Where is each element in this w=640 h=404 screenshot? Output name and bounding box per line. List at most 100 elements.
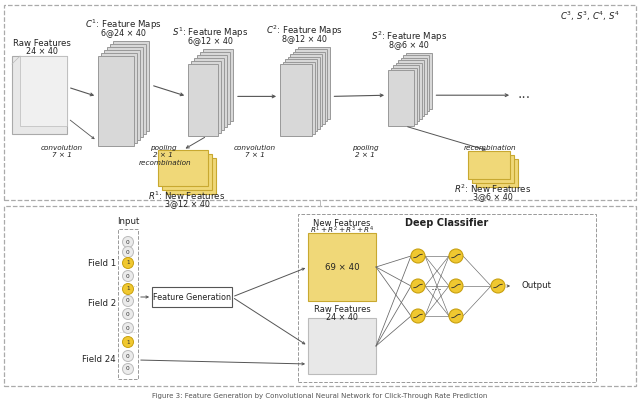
Circle shape — [449, 309, 463, 323]
FancyBboxPatch shape — [298, 46, 330, 118]
Circle shape — [449, 249, 463, 263]
Circle shape — [122, 337, 134, 347]
FancyBboxPatch shape — [101, 53, 137, 143]
FancyBboxPatch shape — [476, 159, 518, 187]
FancyBboxPatch shape — [390, 67, 417, 124]
FancyBboxPatch shape — [197, 55, 227, 127]
Text: $C^2$: Feature Maps: $C^2$: Feature Maps — [266, 23, 342, 38]
Text: 6@24 × 40: 6@24 × 40 — [100, 29, 145, 38]
Text: 2 × 1: 2 × 1 — [153, 152, 173, 158]
FancyBboxPatch shape — [396, 63, 422, 118]
Text: $C^3$, $S^3$, $C^4$, $S^4$: $C^3$, $S^3$, $C^4$, $S^4$ — [560, 9, 620, 23]
FancyBboxPatch shape — [308, 318, 376, 374]
Circle shape — [122, 257, 134, 269]
Text: recombination: recombination — [139, 160, 191, 166]
FancyBboxPatch shape — [393, 65, 419, 121]
FancyBboxPatch shape — [295, 49, 327, 121]
Text: New Features: New Features — [313, 219, 371, 227]
Text: 69 × 40: 69 × 40 — [324, 263, 359, 271]
FancyBboxPatch shape — [104, 50, 140, 140]
Text: 3@6 × 40: 3@6 × 40 — [473, 192, 513, 202]
FancyBboxPatch shape — [12, 56, 67, 134]
Text: 2 × 1: 2 × 1 — [355, 152, 375, 158]
Text: 7 × 1: 7 × 1 — [52, 152, 72, 158]
FancyBboxPatch shape — [308, 233, 376, 301]
Text: $R^1 + R^2 + R^3 + R^4$: $R^1 + R^2 + R^3 + R^4$ — [310, 224, 374, 236]
FancyBboxPatch shape — [113, 41, 149, 131]
Text: Input: Input — [117, 217, 139, 225]
FancyBboxPatch shape — [188, 64, 218, 136]
FancyBboxPatch shape — [166, 158, 216, 194]
FancyBboxPatch shape — [290, 54, 322, 126]
FancyBboxPatch shape — [98, 56, 134, 146]
Text: 0: 0 — [126, 326, 130, 330]
Text: Figure 3: Feature Generation by Convolutional Neural Network for Click-Through R: Figure 3: Feature Generation by Convolut… — [152, 393, 488, 399]
Text: 3@12 × 40: 3@12 × 40 — [164, 200, 209, 208]
Circle shape — [411, 249, 425, 263]
FancyBboxPatch shape — [203, 49, 233, 121]
Circle shape — [411, 279, 425, 293]
Text: recombination: recombination — [464, 145, 516, 151]
Text: Field 24: Field 24 — [83, 356, 116, 364]
Circle shape — [449, 279, 463, 293]
FancyBboxPatch shape — [406, 53, 431, 109]
Text: 0: 0 — [126, 299, 130, 303]
Text: $C^1$: Feature Maps: $C^1$: Feature Maps — [84, 18, 161, 32]
Text: 24 × 40: 24 × 40 — [26, 48, 58, 57]
Text: 0: 0 — [126, 250, 130, 255]
Circle shape — [122, 295, 134, 307]
FancyBboxPatch shape — [194, 58, 224, 130]
FancyBboxPatch shape — [110, 44, 146, 134]
Text: 1: 1 — [126, 286, 130, 292]
Text: Field 1: Field 1 — [88, 259, 116, 269]
Text: 1: 1 — [126, 339, 130, 345]
Text: ...: ... — [517, 87, 531, 101]
Text: 0: 0 — [126, 366, 130, 372]
Text: Output: Output — [522, 282, 552, 290]
Circle shape — [122, 351, 134, 362]
FancyBboxPatch shape — [287, 57, 319, 128]
Text: 1: 1 — [126, 261, 130, 265]
FancyBboxPatch shape — [401, 57, 426, 114]
Text: convolution: convolution — [41, 145, 83, 151]
Circle shape — [122, 271, 134, 282]
Text: Field 2: Field 2 — [88, 299, 116, 309]
Text: $R^1$: New Features: $R^1$: New Features — [148, 190, 226, 202]
Text: 0: 0 — [126, 354, 130, 358]
FancyBboxPatch shape — [403, 55, 429, 111]
Text: $S^2$: Feature Maps: $S^2$: Feature Maps — [371, 29, 447, 44]
Text: 0: 0 — [126, 311, 130, 316]
Text: Raw Features: Raw Features — [13, 40, 70, 48]
Circle shape — [122, 322, 134, 333]
Text: $S^1$: Feature Maps: $S^1$: Feature Maps — [172, 26, 248, 40]
Text: Deep Classifier: Deep Classifier — [405, 218, 488, 228]
Text: 8@6 × 40: 8@6 × 40 — [389, 40, 429, 49]
Circle shape — [122, 364, 134, 375]
Circle shape — [122, 246, 134, 257]
Circle shape — [411, 309, 425, 323]
Text: 6@12 × 40: 6@12 × 40 — [188, 36, 232, 46]
Circle shape — [122, 284, 134, 295]
Text: ...: ... — [431, 280, 443, 292]
Text: pooling: pooling — [352, 145, 378, 151]
FancyBboxPatch shape — [472, 155, 514, 183]
FancyBboxPatch shape — [107, 47, 143, 137]
Circle shape — [122, 236, 134, 248]
Text: 0: 0 — [126, 274, 130, 278]
Circle shape — [491, 279, 505, 293]
FancyBboxPatch shape — [162, 154, 212, 190]
Text: pooling: pooling — [150, 145, 176, 151]
Text: Feature Generation: Feature Generation — [153, 292, 231, 301]
Text: Raw Features: Raw Features — [314, 305, 371, 314]
FancyBboxPatch shape — [280, 64, 312, 136]
FancyBboxPatch shape — [20, 56, 67, 126]
FancyBboxPatch shape — [398, 60, 424, 116]
Circle shape — [122, 309, 134, 320]
Text: 8@12 × 40: 8@12 × 40 — [282, 34, 326, 43]
FancyBboxPatch shape — [388, 70, 414, 126]
FancyBboxPatch shape — [468, 151, 510, 179]
FancyBboxPatch shape — [200, 52, 230, 124]
FancyBboxPatch shape — [191, 61, 221, 133]
FancyBboxPatch shape — [282, 61, 314, 133]
Text: convolution: convolution — [234, 145, 276, 151]
